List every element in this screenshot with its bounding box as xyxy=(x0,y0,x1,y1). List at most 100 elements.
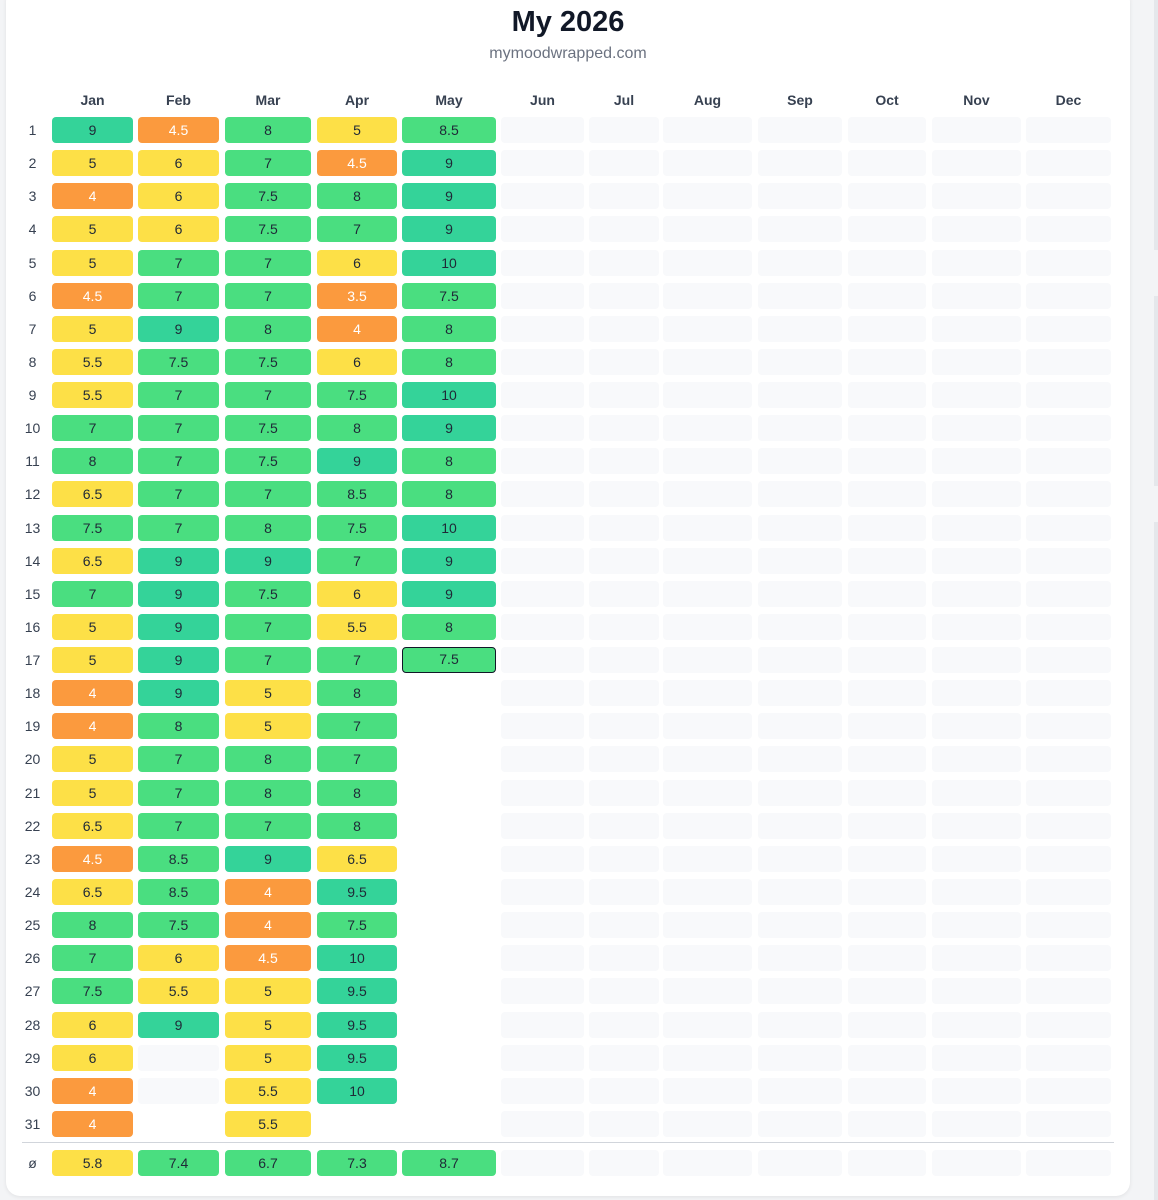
mood-cell[interactable]: 6 xyxy=(138,183,219,210)
empty-day-cell[interactable] xyxy=(663,348,752,375)
empty-day-cell[interactable] xyxy=(758,481,842,508)
empty-day-cell[interactable] xyxy=(758,845,842,872)
empty-day-cell[interactable] xyxy=(932,481,1021,508)
empty-day-cell[interactable] xyxy=(589,348,659,375)
empty-day-cell[interactable] xyxy=(589,580,659,607)
empty-day-cell[interactable] xyxy=(663,878,752,905)
empty-day-cell[interactable] xyxy=(758,945,842,972)
empty-day-cell[interactable] xyxy=(758,779,842,806)
empty-day-cell[interactable] xyxy=(932,249,1021,276)
mood-cell[interactable]: 9 xyxy=(402,415,496,442)
empty-day-cell[interactable] xyxy=(758,647,842,674)
mood-cell[interactable]: 7 xyxy=(225,481,311,508)
mood-cell[interactable]: 5 xyxy=(225,713,311,740)
empty-day-cell[interactable] xyxy=(1026,514,1111,541)
empty-day-cell[interactable] xyxy=(932,1044,1021,1071)
empty-day-cell[interactable] xyxy=(848,647,926,674)
mood-cell[interactable]: 7 xyxy=(138,779,219,806)
empty-day-cell[interactable] xyxy=(589,1077,659,1104)
empty-day-cell[interactable] xyxy=(932,613,1021,640)
empty-day-cell[interactable] xyxy=(848,514,926,541)
empty-day-cell[interactable] xyxy=(848,1110,926,1137)
empty-day-cell[interactable] xyxy=(758,978,842,1005)
mood-cell[interactable]: 7.5 xyxy=(317,382,397,409)
empty-day-cell[interactable] xyxy=(758,448,842,475)
mood-cell[interactable]: 9 xyxy=(138,647,219,674)
empty-day-cell[interactable] xyxy=(1026,348,1111,375)
mood-cell[interactable]: 8 xyxy=(52,448,133,475)
empty-day-cell[interactable] xyxy=(589,150,659,177)
empty-day-cell[interactable] xyxy=(1026,249,1111,276)
empty-day-cell[interactable] xyxy=(663,249,752,276)
empty-day-cell[interactable] xyxy=(589,448,659,475)
mood-cell[interactable]: 7.5 xyxy=(402,282,496,309)
empty-day-cell[interactable] xyxy=(932,1110,1021,1137)
empty-day-cell[interactable] xyxy=(932,282,1021,309)
empty-day-cell[interactable] xyxy=(848,1011,926,1038)
empty-day-cell[interactable] xyxy=(589,547,659,574)
mood-cell[interactable]: 9 xyxy=(138,580,219,607)
empty-day-cell[interactable] xyxy=(1026,878,1111,905)
empty-day-cell[interactable] xyxy=(932,746,1021,773)
empty-day-cell[interactable] xyxy=(758,878,842,905)
mood-cell[interactable]: 6.5 xyxy=(52,878,133,905)
empty-day-cell[interactable] xyxy=(1026,1110,1111,1137)
mood-cell[interactable]: 8 xyxy=(138,713,219,740)
empty-day-cell[interactable] xyxy=(1026,1011,1111,1038)
empty-day-cell[interactable] xyxy=(932,514,1021,541)
empty-day-cell[interactable] xyxy=(848,580,926,607)
mood-cell[interactable]: 9.5 xyxy=(317,878,397,905)
empty-day-cell[interactable] xyxy=(663,945,752,972)
mood-cell[interactable]: 8 xyxy=(317,415,397,442)
empty-day-cell[interactable] xyxy=(932,117,1021,143)
empty-day-cell[interactable] xyxy=(932,945,1021,972)
mood-cell[interactable]: 5 xyxy=(52,315,133,342)
empty-day-cell[interactable] xyxy=(932,183,1021,210)
mood-cell[interactable]: 7.5 xyxy=(317,912,397,939)
mood-cell[interactable]: 4 xyxy=(52,1077,133,1104)
mood-cell[interactable]: 8 xyxy=(317,183,397,210)
empty-day-cell[interactable] xyxy=(758,282,842,309)
mood-cell[interactable]: 4 xyxy=(52,183,133,210)
empty-day-cell[interactable] xyxy=(501,713,584,740)
empty-day-cell[interactable] xyxy=(663,1011,752,1038)
empty-day-cell[interactable] xyxy=(848,845,926,872)
mood-cell[interactable]: 8 xyxy=(317,680,397,707)
empty-day-cell[interactable] xyxy=(932,382,1021,409)
mood-cell[interactable]: 7 xyxy=(138,382,219,409)
mood-cell[interactable]: 7.5 xyxy=(225,183,311,210)
empty-day-cell[interactable] xyxy=(663,382,752,409)
empty-day-cell[interactable] xyxy=(501,845,584,872)
empty-day-cell[interactable] xyxy=(589,978,659,1005)
empty-day-cell[interactable] xyxy=(501,348,584,375)
empty-day-cell[interactable] xyxy=(758,315,842,342)
empty-day-cell[interactable] xyxy=(663,1110,752,1137)
mood-cell[interactable]: 7 xyxy=(138,448,219,475)
empty-day-cell[interactable] xyxy=(501,680,584,707)
mood-cell[interactable]: 8.5 xyxy=(138,845,219,872)
empty-day-cell[interactable] xyxy=(932,912,1021,939)
mood-cell[interactable]: 7 xyxy=(138,481,219,508)
empty-day-cell[interactable] xyxy=(848,812,926,839)
empty-day-cell[interactable] xyxy=(663,978,752,1005)
mood-cell[interactable]: 5 xyxy=(52,150,133,177)
empty-day-cell[interactable] xyxy=(758,613,842,640)
empty-day-cell[interactable] xyxy=(501,812,584,839)
mood-cell[interactable]: 9 xyxy=(138,315,219,342)
mood-cell[interactable]: 8 xyxy=(225,514,311,541)
empty-day-cell[interactable] xyxy=(501,779,584,806)
mood-cell[interactable]: 5.5 xyxy=(317,613,397,640)
empty-day-cell[interactable] xyxy=(848,1044,926,1071)
empty-day-cell[interactable] xyxy=(932,216,1021,243)
empty-day-cell[interactable] xyxy=(501,183,584,210)
empty-day-cell[interactable] xyxy=(1026,183,1111,210)
empty-day-cell[interactable] xyxy=(663,117,752,143)
mood-cell[interactable]: 10 xyxy=(402,382,496,409)
empty-day-cell[interactable] xyxy=(758,1110,842,1137)
empty-day-cell[interactable] xyxy=(1026,547,1111,574)
mood-cell[interactable]: 9 xyxy=(402,547,496,574)
empty-day-cell[interactable] xyxy=(501,878,584,905)
mood-cell[interactable]: 7 xyxy=(225,249,311,276)
mood-cell[interactable]: 8 xyxy=(225,117,311,143)
mood-cell[interactable]: 5 xyxy=(225,978,311,1005)
